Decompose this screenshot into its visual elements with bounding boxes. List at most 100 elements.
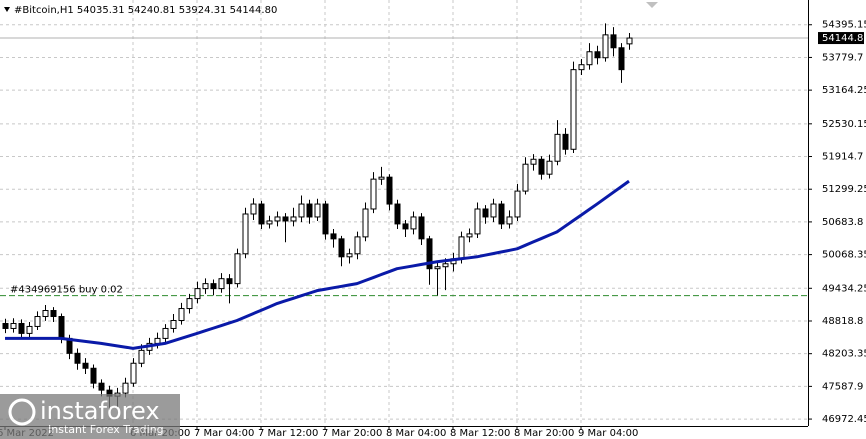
candle-body bbox=[498, 203, 505, 225]
candle-body bbox=[554, 133, 561, 162]
y-tick-label: 54395.15 bbox=[822, 20, 866, 31]
x-tick-label: 8 Mar 04:00 bbox=[386, 428, 446, 439]
y-tick-label: 47587.9 bbox=[822, 381, 863, 392]
candle-body bbox=[274, 216, 281, 222]
candle-body bbox=[306, 203, 313, 218]
watermark-tagline: Instant Forex Trading bbox=[48, 423, 164, 436]
candle-body bbox=[626, 37, 633, 45]
candle-body bbox=[98, 382, 105, 391]
x-tick-label: 7 Mar 12:00 bbox=[258, 428, 318, 439]
candle-body bbox=[138, 349, 145, 364]
candle-body bbox=[394, 203, 401, 225]
candle-body bbox=[266, 220, 273, 225]
candle-body bbox=[26, 325, 33, 334]
y-tick-label: 49434.25 bbox=[822, 283, 866, 294]
candle-body bbox=[570, 69, 577, 150]
candle-body bbox=[362, 208, 369, 238]
candle-body bbox=[298, 203, 305, 218]
candle-body bbox=[162, 327, 169, 339]
last-price-box bbox=[818, 32, 864, 45]
y-tick-label: 46972.45 bbox=[822, 414, 866, 425]
candle-body bbox=[50, 310, 57, 318]
candle-body bbox=[314, 203, 321, 218]
y-tick-label: 48818.8 bbox=[822, 316, 863, 327]
shift-marker bbox=[646, 2, 658, 8]
candle-body bbox=[442, 263, 449, 268]
y-tick-label: 51914.7 bbox=[822, 152, 863, 163]
x-tick-label: 8 Mar 20:00 bbox=[514, 428, 574, 439]
candle-body bbox=[74, 352, 81, 364]
order-label: #434969156 buy 0.02 bbox=[10, 285, 123, 296]
candle-body bbox=[514, 190, 521, 218]
candle-body bbox=[42, 310, 49, 318]
candle-body bbox=[562, 133, 569, 150]
candle-body bbox=[618, 47, 625, 71]
candle-body bbox=[282, 216, 289, 222]
candle-body bbox=[458, 236, 465, 260]
candle-body bbox=[170, 319, 177, 329]
candle-body bbox=[354, 236, 361, 255]
candle-body bbox=[154, 337, 161, 344]
candle-body bbox=[466, 233, 473, 238]
candle-body bbox=[474, 208, 481, 235]
y-tick-label: 51299.25 bbox=[822, 184, 866, 195]
candle-body bbox=[130, 362, 137, 384]
candle-body bbox=[2, 322, 9, 329]
candle-body bbox=[34, 316, 41, 327]
y-tick-label: 52530.15 bbox=[822, 119, 866, 130]
candle-body bbox=[90, 367, 97, 384]
candle-body bbox=[490, 203, 497, 218]
candle-body bbox=[386, 176, 393, 205]
last-price-label: 54144.80 bbox=[822, 33, 866, 44]
candle-body bbox=[250, 203, 257, 215]
candle-body bbox=[186, 298, 193, 310]
candle-body bbox=[586, 51, 593, 66]
candle-body bbox=[18, 322, 25, 334]
candle-body bbox=[610, 34, 617, 49]
candle-body bbox=[338, 238, 345, 258]
candle-body bbox=[538, 158, 545, 175]
candle-body bbox=[346, 253, 353, 258]
candle-body bbox=[58, 316, 65, 339]
x-tick-label: 7 Mar 04:00 bbox=[194, 428, 254, 439]
candle-body bbox=[378, 176, 385, 180]
chart-title: #Bitcoin,H1 54035.31 54240.81 53924.31 5… bbox=[14, 5, 277, 16]
candle-body bbox=[402, 223, 409, 230]
candle-body bbox=[202, 283, 209, 290]
header-icon bbox=[4, 7, 10, 12]
candle-body bbox=[258, 203, 265, 225]
candle-body bbox=[322, 203, 329, 235]
candle-body bbox=[522, 163, 529, 192]
candle-body bbox=[506, 216, 513, 225]
candle-body bbox=[178, 308, 185, 321]
candle-body bbox=[482, 208, 489, 218]
moving-average bbox=[5, 179, 630, 350]
x-tick-label: 8 Mar 12:00 bbox=[450, 428, 510, 439]
candle-body bbox=[290, 216, 297, 222]
y-tick-label: 53164.25 bbox=[822, 85, 866, 96]
candle-body bbox=[210, 283, 217, 290]
x-tick-label: 9 Mar 04:00 bbox=[578, 428, 638, 439]
candle-body bbox=[426, 238, 433, 270]
candle-body bbox=[578, 64, 585, 71]
candle-body bbox=[418, 216, 425, 240]
candle-body bbox=[410, 216, 417, 230]
y-tick-label: 50683.8 bbox=[822, 217, 863, 228]
candle-body bbox=[594, 51, 601, 59]
candle-body bbox=[434, 266, 441, 270]
candle-body bbox=[546, 160, 553, 175]
candle-body bbox=[234, 253, 241, 285]
candle-body bbox=[122, 382, 129, 394]
candle-body bbox=[330, 233, 337, 240]
candle-body bbox=[530, 158, 537, 165]
y-tick-label: 53779.7 bbox=[822, 52, 863, 63]
candle-body bbox=[242, 213, 249, 255]
watermark-logo bbox=[8, 398, 36, 426]
y-tick-label: 50068.35 bbox=[822, 250, 866, 261]
grid bbox=[0, 0, 808, 426]
y-tick-label: 48203.35 bbox=[822, 349, 866, 360]
candle-body bbox=[370, 178, 377, 210]
